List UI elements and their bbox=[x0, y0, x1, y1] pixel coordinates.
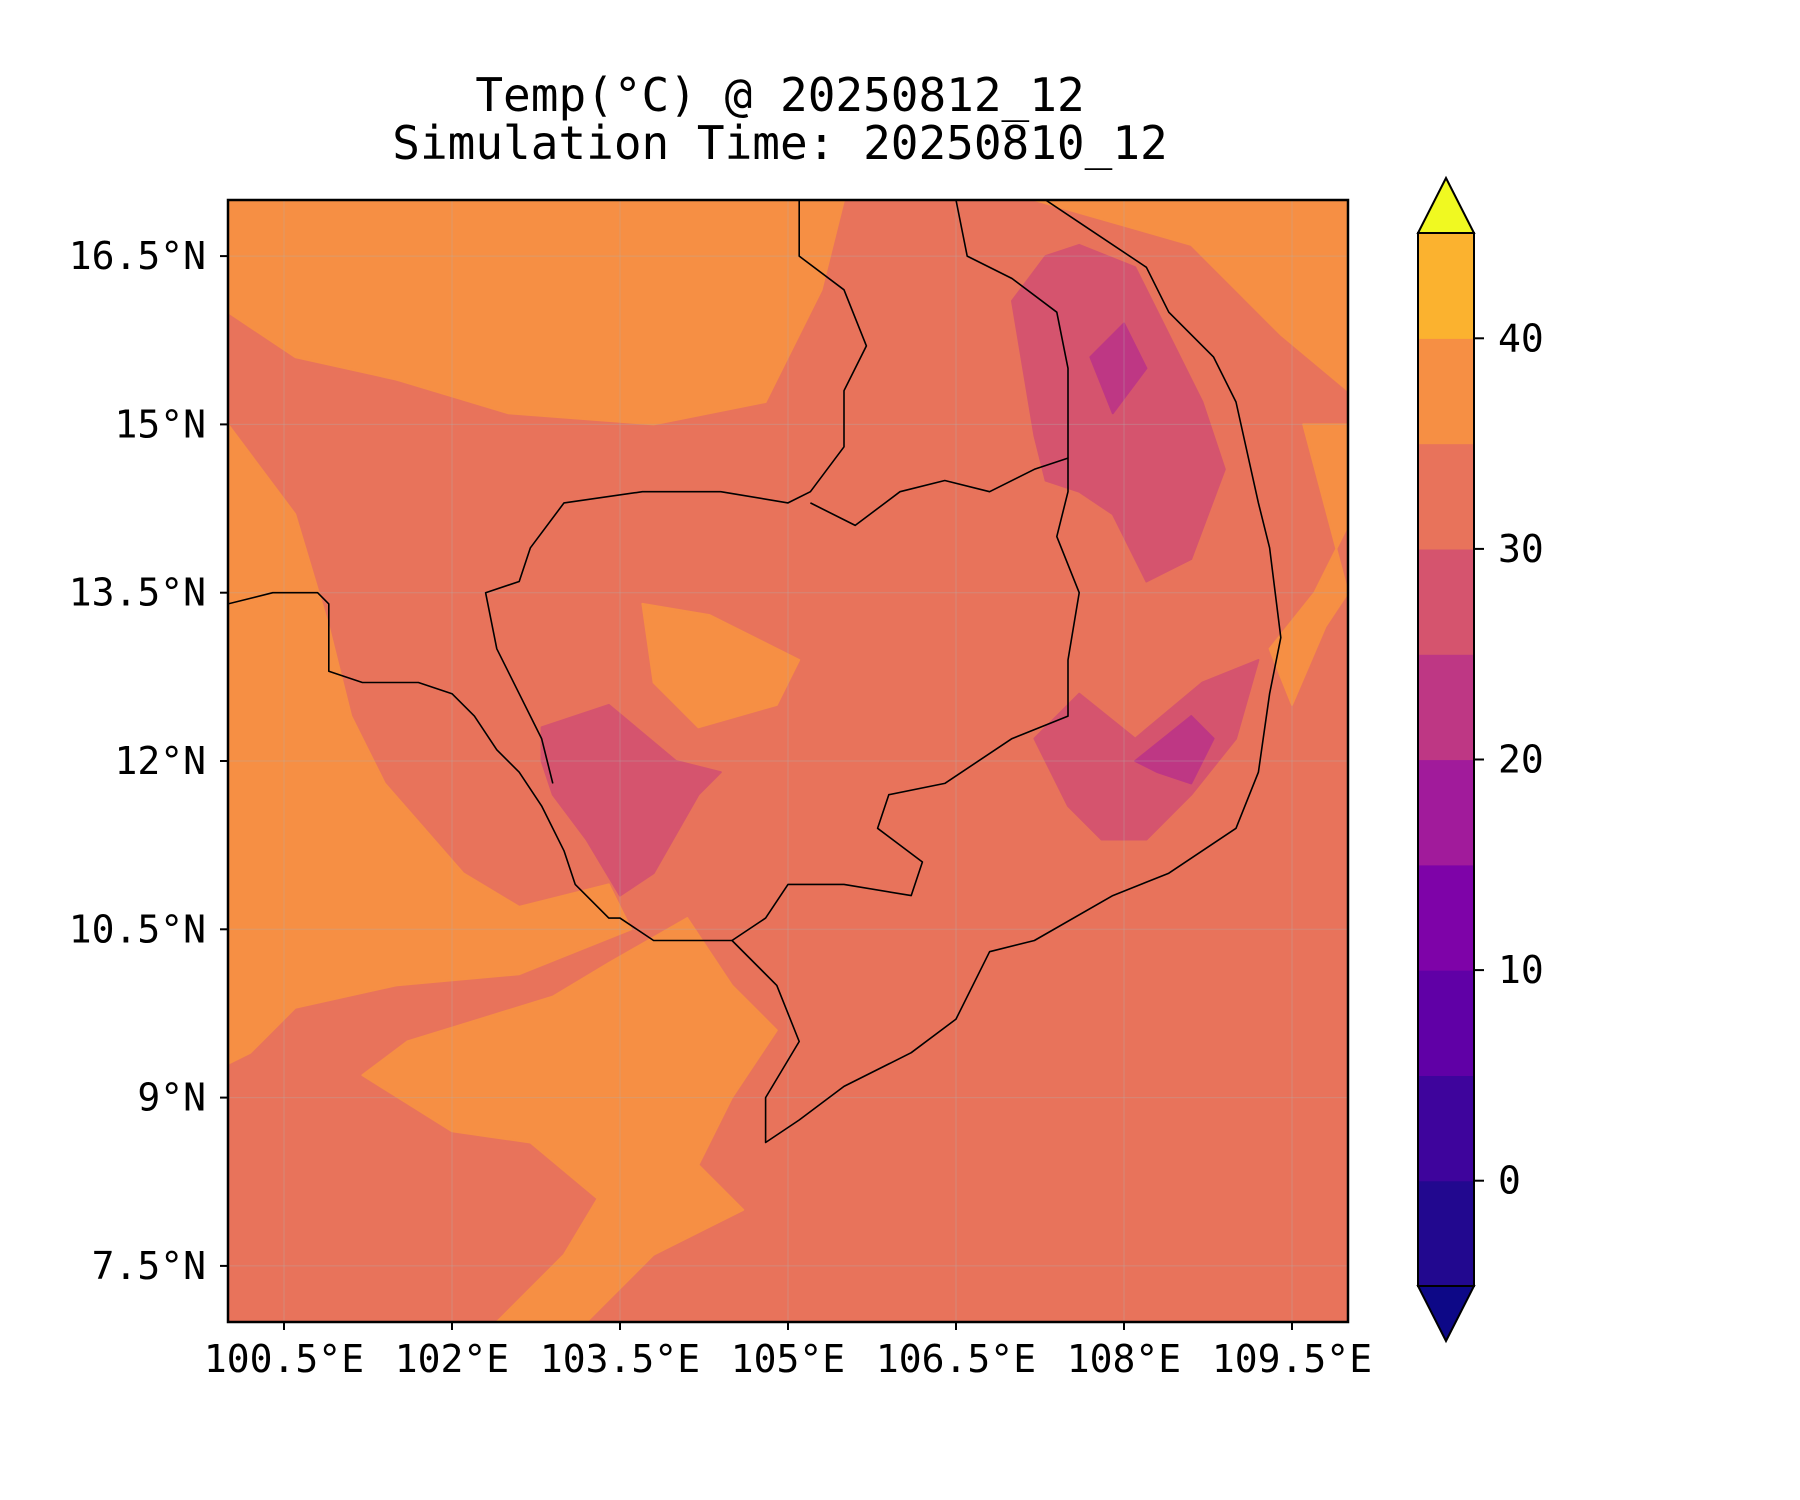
country-border bbox=[731, 457, 1080, 942]
contour-region bbox=[1089, 322, 1148, 415]
chart-subtitle: Simulation Time: 20250810_12 bbox=[392, 116, 1168, 170]
colorbar-segment bbox=[1418, 548, 1474, 655]
colorbar-segment bbox=[1418, 443, 1474, 550]
y-tick-label: 16.5°N bbox=[69, 234, 206, 278]
contour-region bbox=[1134, 715, 1215, 785]
colorbar-tick-label: 30 bbox=[1498, 527, 1544, 571]
x-tick-label: 106.5°E bbox=[876, 1337, 1036, 1381]
map-area bbox=[228, 200, 1348, 1322]
contour-region bbox=[1011, 243, 1226, 583]
colorbar-segment bbox=[1418, 970, 1474, 1076]
colorbar-segment bbox=[1418, 864, 1474, 971]
x-tick-label: 100.5°E bbox=[204, 1337, 364, 1381]
x-tick-label: 109.5°E bbox=[1212, 1337, 1372, 1381]
chart-title: Temp(°C) @ 20250812_12 bbox=[475, 68, 1085, 122]
y-tick-label: 7.5°N bbox=[92, 1244, 206, 1288]
y-tick-label: 10.5°N bbox=[69, 907, 206, 951]
colorbar-segment bbox=[1418, 233, 1474, 339]
y-tick-label: 15°N bbox=[114, 402, 206, 446]
colorbar-extend-min bbox=[1416, 1285, 1476, 1344]
x-axis-ticks: 100.5°E 102°E 103.5°E 105°E 106.5°E 108°E 109.… bbox=[204, 1322, 1372, 1381]
y-tick-label: 12°N bbox=[114, 739, 206, 783]
colorbar-segment bbox=[1418, 759, 1474, 866]
contour-region bbox=[540, 703, 722, 897]
contour-region bbox=[1268, 423, 1348, 706]
x-tick-label: 105°E bbox=[731, 1337, 845, 1381]
contour-region bbox=[228, 200, 845, 426]
y-tick-label: 13.5°N bbox=[69, 571, 206, 615]
colorbar-tick-label: 20 bbox=[1498, 738, 1544, 782]
y-axis-ticks: 16.5°N 15°N 13.5°N 12°N 10.5°N 9°N 7.5°N bbox=[69, 234, 228, 1288]
contour-region bbox=[1033, 659, 1260, 841]
colorbar-segment bbox=[1418, 1180, 1474, 1287]
colorbar-extend-max bbox=[1416, 175, 1476, 234]
country-border bbox=[484, 200, 868, 784]
contour-region bbox=[228, 423, 633, 1065]
colorbar-segment bbox=[1418, 1075, 1474, 1182]
x-tick-label: 102°E bbox=[395, 1337, 509, 1381]
colorbar-segment bbox=[1418, 654, 1474, 761]
coastline bbox=[228, 200, 1282, 1144]
gridlines bbox=[228, 200, 1348, 1322]
colorbar-segment bbox=[1418, 338, 1474, 445]
y-tick-label: 9°N bbox=[137, 1076, 206, 1120]
country-border bbox=[955, 200, 1069, 459]
colorbar-tick-label: 10 bbox=[1498, 948, 1544, 992]
colorbar-tick-label: 40 bbox=[1498, 316, 1544, 360]
colorbar-tick-label: 0 bbox=[1498, 1159, 1521, 1203]
contour-region bbox=[641, 602, 801, 729]
coastlines-borders bbox=[228, 200, 1282, 1144]
contour-region bbox=[1033, 200, 1348, 392]
x-tick-label: 103.5°E bbox=[540, 1337, 700, 1381]
x-tick-label: 108°E bbox=[1067, 1337, 1181, 1381]
colorbar: 0 10 20 30 40 bbox=[1416, 175, 1544, 1344]
contour-region bbox=[361, 917, 778, 1322]
